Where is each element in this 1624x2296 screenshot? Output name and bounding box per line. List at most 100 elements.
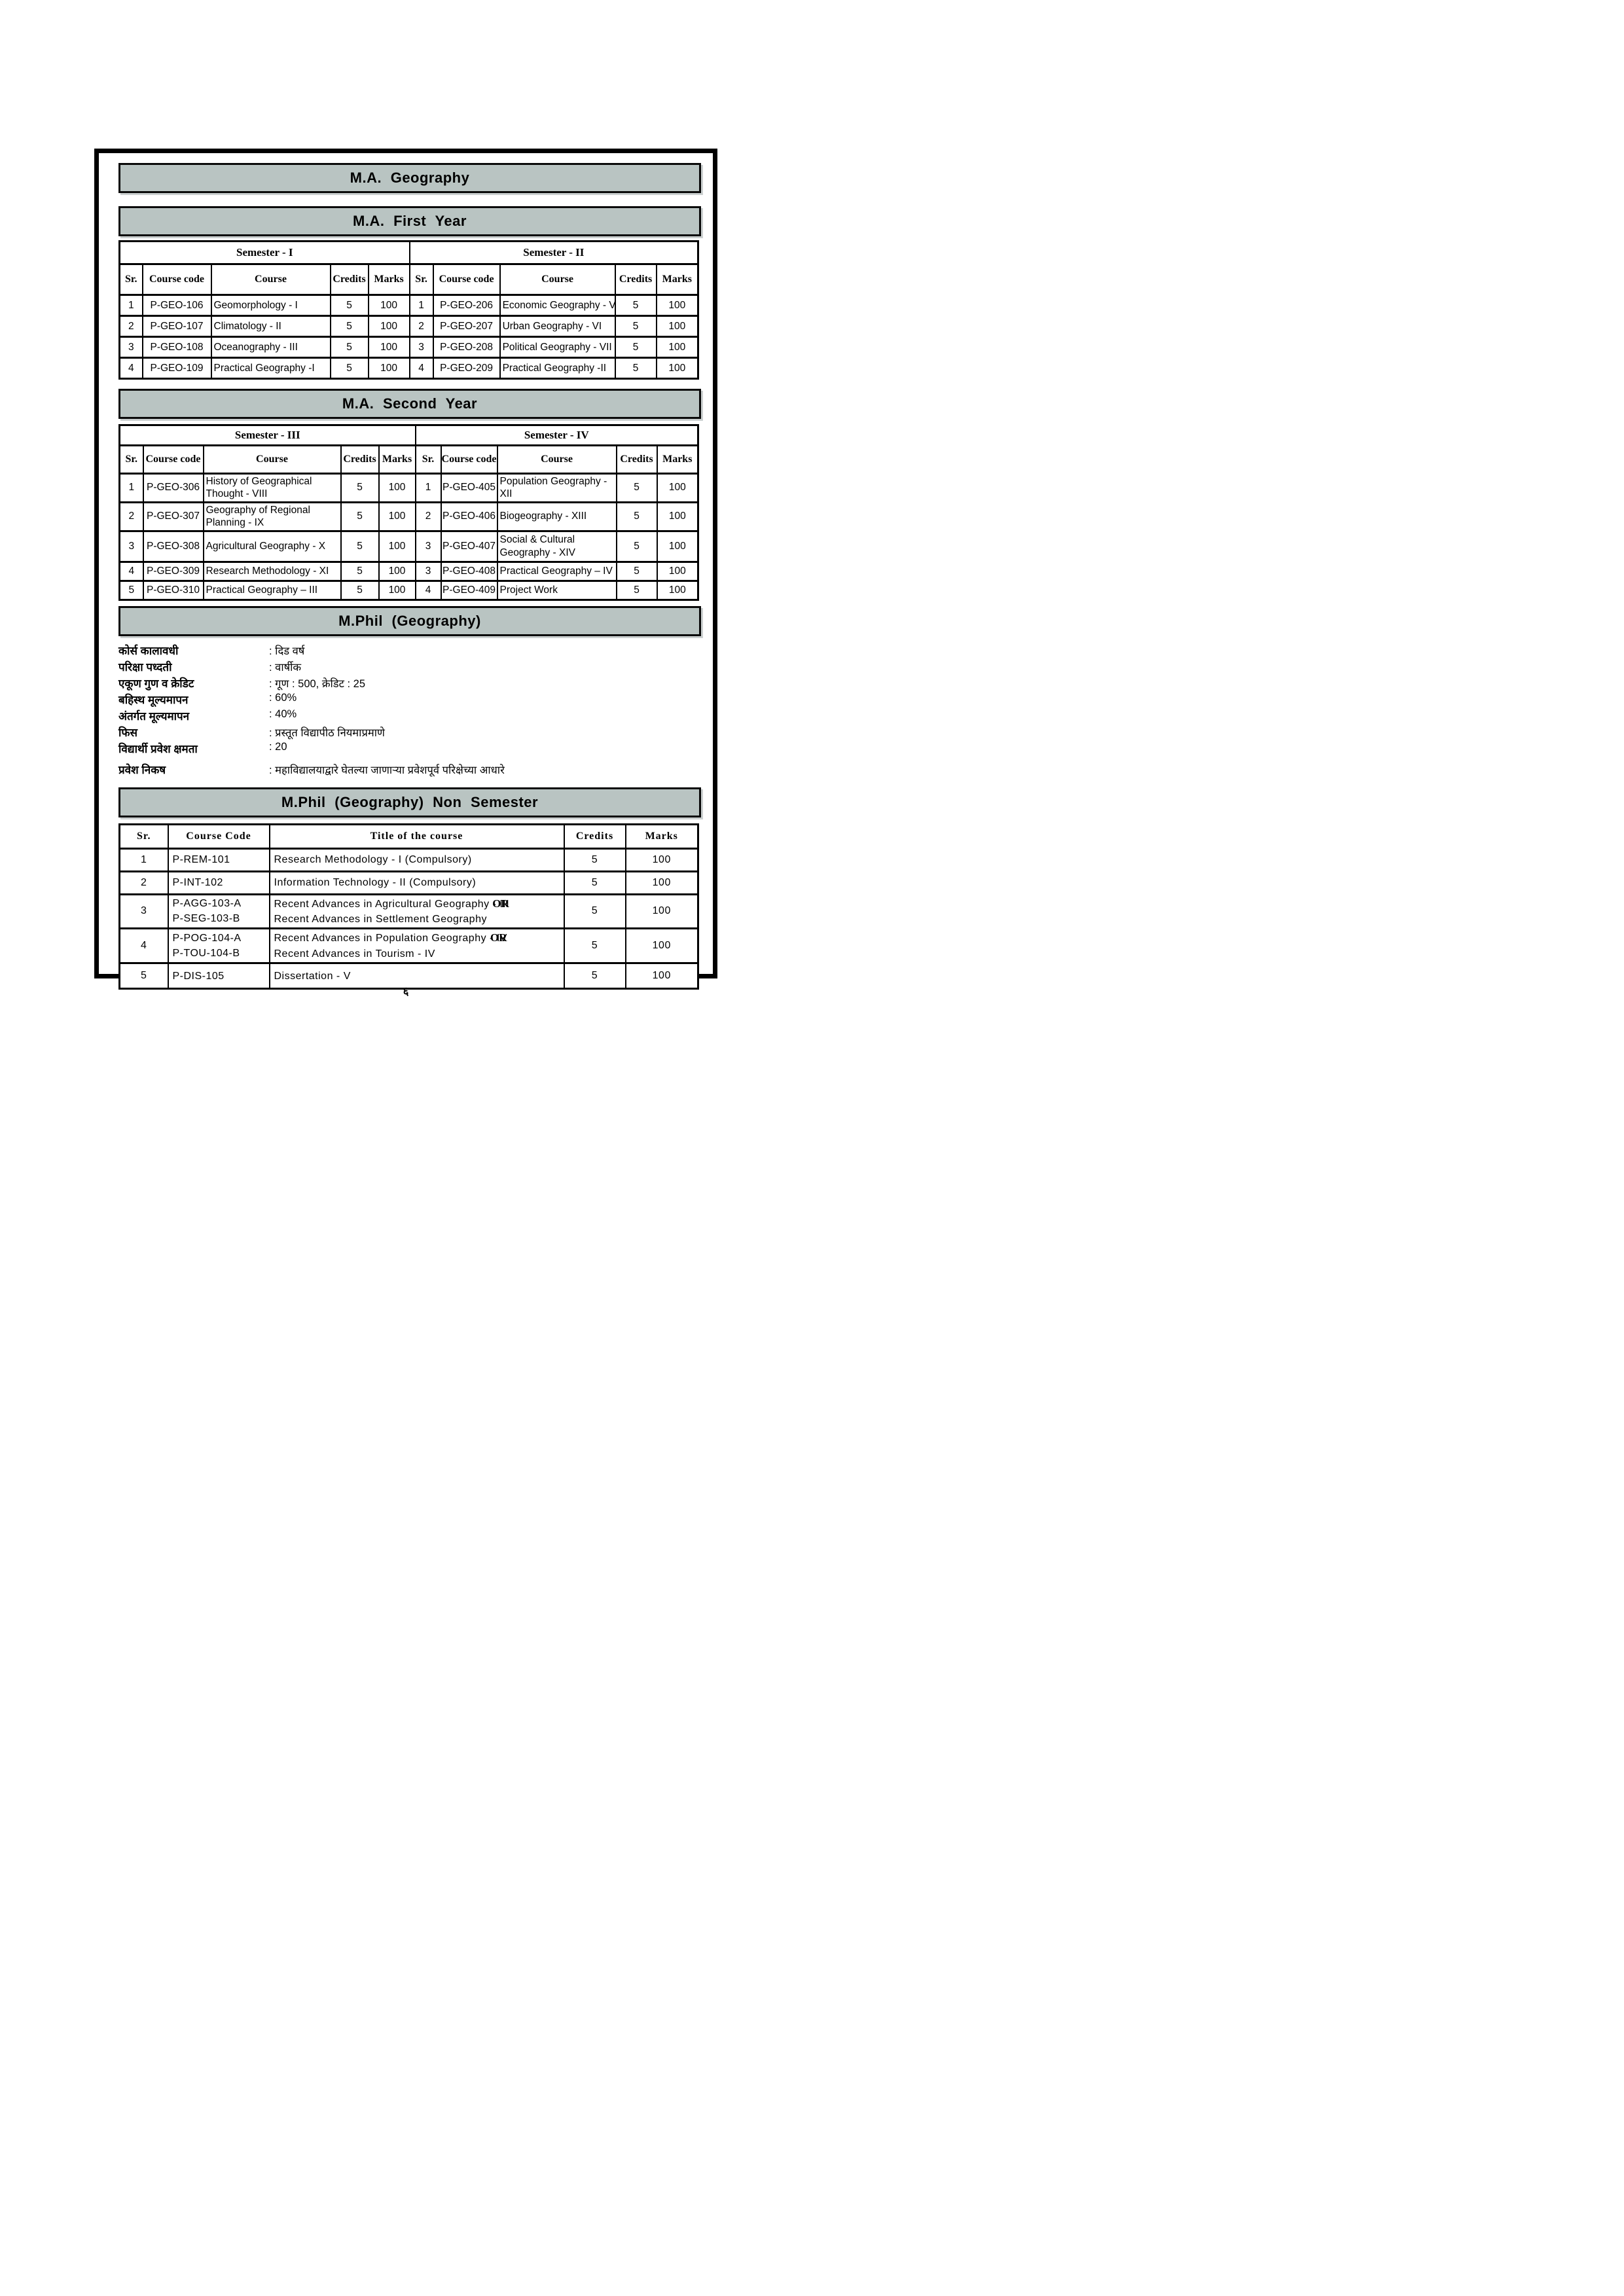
table-row: 3 P-GEO-108 Oceanography - III 5 100 3 P… — [118, 336, 699, 359]
mphil-info-row: विद्यार्थी प्रवेश क्षमता : 20 — [118, 741, 697, 757]
course-code-cell: P-GEO-106 — [141, 294, 212, 317]
course-cell: Geomorphology - I — [210, 294, 331, 317]
course-code-cell: P-GEO-306 — [142, 473, 204, 503]
course-code-cell: P-GEO-309 — [142, 560, 204, 582]
col-sr: Sr. — [118, 263, 143, 296]
column-header-row: Sr. Course Code Title of the course Cred… — [118, 823, 699, 850]
marks-cell: 100 — [378, 501, 416, 532]
marks-cell: 100 — [656, 579, 699, 601]
sr-cell: 2 — [118, 870, 169, 895]
course-code-cell: P-GEO-310 — [142, 579, 204, 601]
info-label: परिक्षा पध्दती — [118, 660, 172, 673]
credits-cell: 5 — [340, 529, 380, 563]
info-label: कोर्स कालावधी — [118, 644, 179, 657]
sr-cell: 4 — [408, 357, 434, 380]
marks-cell: 100 — [624, 870, 699, 895]
course-cell: Political Geography - VII — [499, 336, 616, 359]
col-sr: Sr. — [408, 263, 434, 296]
info-value: : वार्षीक — [269, 661, 302, 673]
info-label: अंतर्गत मूल्यमापन — [118, 709, 190, 723]
marks-cell: 100 — [656, 501, 699, 532]
sr-cell: 3 — [118, 893, 169, 930]
course-code-cell: P-GEO-307 — [142, 501, 204, 532]
course-cell: Geography of Regional Planning - IX — [202, 501, 342, 532]
col-course-code: Course code — [432, 263, 501, 296]
sr-cell: 4 — [118, 560, 144, 582]
table-row: 1 P-REM-101 Research Methodology - I (Co… — [118, 847, 699, 872]
sr-cell: 3 — [414, 529, 442, 563]
marks-cell: 100 — [624, 847, 699, 872]
sr-cell: 1 — [118, 473, 144, 503]
sr-cell: 2 — [118, 501, 144, 532]
sr-cell: 4 — [414, 579, 442, 601]
course-code-cell: P-DIS-105 — [167, 962, 270, 990]
col-marks: Marks — [367, 263, 410, 296]
title-cell: Recent Advances in Population Geography … — [268, 927, 565, 965]
col-course-code: Course code — [440, 444, 498, 475]
course-cell: Research Methodology - XI — [202, 560, 342, 582]
marks-cell: 100 — [655, 357, 699, 380]
marks-cell: 100 — [655, 294, 699, 317]
course-cell: Social & Cultural Geography - XIV — [496, 529, 617, 563]
table-row: 4 P-GEO-109 Practical Geography -I 5 100… — [118, 357, 699, 380]
info-value: : दिड वर्ष — [269, 645, 305, 657]
marks-cell: 100 — [378, 473, 416, 503]
col-sr: Sr. — [414, 444, 442, 475]
course-cell: Project Work — [496, 579, 617, 601]
credits-cell: 5 — [615, 529, 658, 563]
marks-cell: 100 — [655, 315, 699, 338]
document-page: M.A. Geography M.A. First Year Semester … — [0, 0, 812, 1148]
table-row: 2 P-GEO-107 Climatology - II 5 100 2 P-G… — [118, 315, 699, 338]
course-code-cell: P-GEO-109 — [141, 357, 212, 380]
page-content: M.A. Geography M.A. First Year Semester … — [99, 163, 713, 990]
sr-cell: 3 — [118, 529, 144, 563]
credits-cell: 5 — [615, 560, 658, 582]
col-marks: Marks — [624, 823, 699, 850]
credits-cell: 5 — [615, 473, 658, 503]
credits-cell: 5 — [563, 847, 626, 872]
table-row: 2 P-INT-102 Information Technology - II … — [118, 870, 699, 895]
marks-cell: 100 — [655, 336, 699, 359]
credits-cell: 5 — [614, 315, 657, 338]
course-cell: Urban Geography - VI — [499, 315, 616, 338]
credits-cell: 5 — [563, 927, 626, 965]
credits-cell: 5 — [340, 579, 380, 601]
info-value: : 60% — [269, 691, 297, 704]
info-label: प्रवेश निकष — [118, 763, 166, 776]
course-code-cell: P-GEO-206 — [432, 294, 501, 317]
info-value: : 20 — [269, 740, 287, 753]
col-marks: Marks — [656, 444, 699, 475]
info-label: एकूण गुण व क्रेडिट — [118, 677, 194, 690]
col-course: Course — [496, 444, 617, 475]
title-line: Recent Advances in Settlement Geography — [274, 914, 487, 925]
credits-cell: 5 — [329, 357, 369, 380]
col-credits: Credits — [614, 263, 657, 296]
marks-cell: 100 — [624, 962, 699, 990]
table-row: 3 P-GEO-308 Agricultural Geography - X 5… — [118, 529, 699, 563]
column-header-row: Sr. Course code Course Credits Marks Sr.… — [118, 263, 699, 296]
course-code-cell: P-INT-102 — [167, 870, 270, 895]
course-code-line: P-SEG-103-B — [172, 913, 240, 925]
or-tag: OR — [492, 897, 509, 910]
marks-cell: 100 — [624, 927, 699, 965]
course-cell: Economic Geography - V — [499, 294, 616, 317]
marks-cell: 100 — [367, 357, 410, 380]
credits-cell: 5 — [614, 294, 657, 317]
course-code-cell: P-GEO-405 — [440, 473, 498, 503]
course-code-cell: P-GEO-407 — [440, 529, 498, 563]
course-code-line: P-TOU-104-B — [172, 948, 240, 960]
table-row: 4 P-GEO-309 Research Methodology - XI 5 … — [118, 560, 699, 582]
course-cell: Climatology - II — [210, 315, 331, 338]
credits-cell: 5 — [615, 579, 658, 601]
table-row: 5 P-DIS-105 Dissertation - V 5 100 — [118, 962, 699, 990]
course-code-cell: P-GEO-208 — [432, 336, 501, 359]
mphil-info-row: एकूण गुण व क्रेडिट : गूण : 500, क्रेडिट … — [118, 675, 697, 692]
title-line: Recent Advances in Agricultural Geograph… — [274, 896, 560, 912]
course-code-cell: P-GEO-308 — [142, 529, 204, 563]
course-code-cell: P-GEO-107 — [141, 315, 212, 338]
info-value: : महाविद्यालयाद्वारे घेतल्या जाणाऱ्या प्… — [269, 764, 505, 776]
first-year-table: Semester - I Semester - II Sr. Course co… — [118, 240, 700, 380]
col-credits: Credits — [563, 823, 626, 850]
mphil-non-semester-table: Sr. Course Code Title of the course Cred… — [118, 823, 699, 990]
table-row: 3 P-AGG-103-A P-SEG-103-B Recent Advance… — [118, 893, 699, 930]
